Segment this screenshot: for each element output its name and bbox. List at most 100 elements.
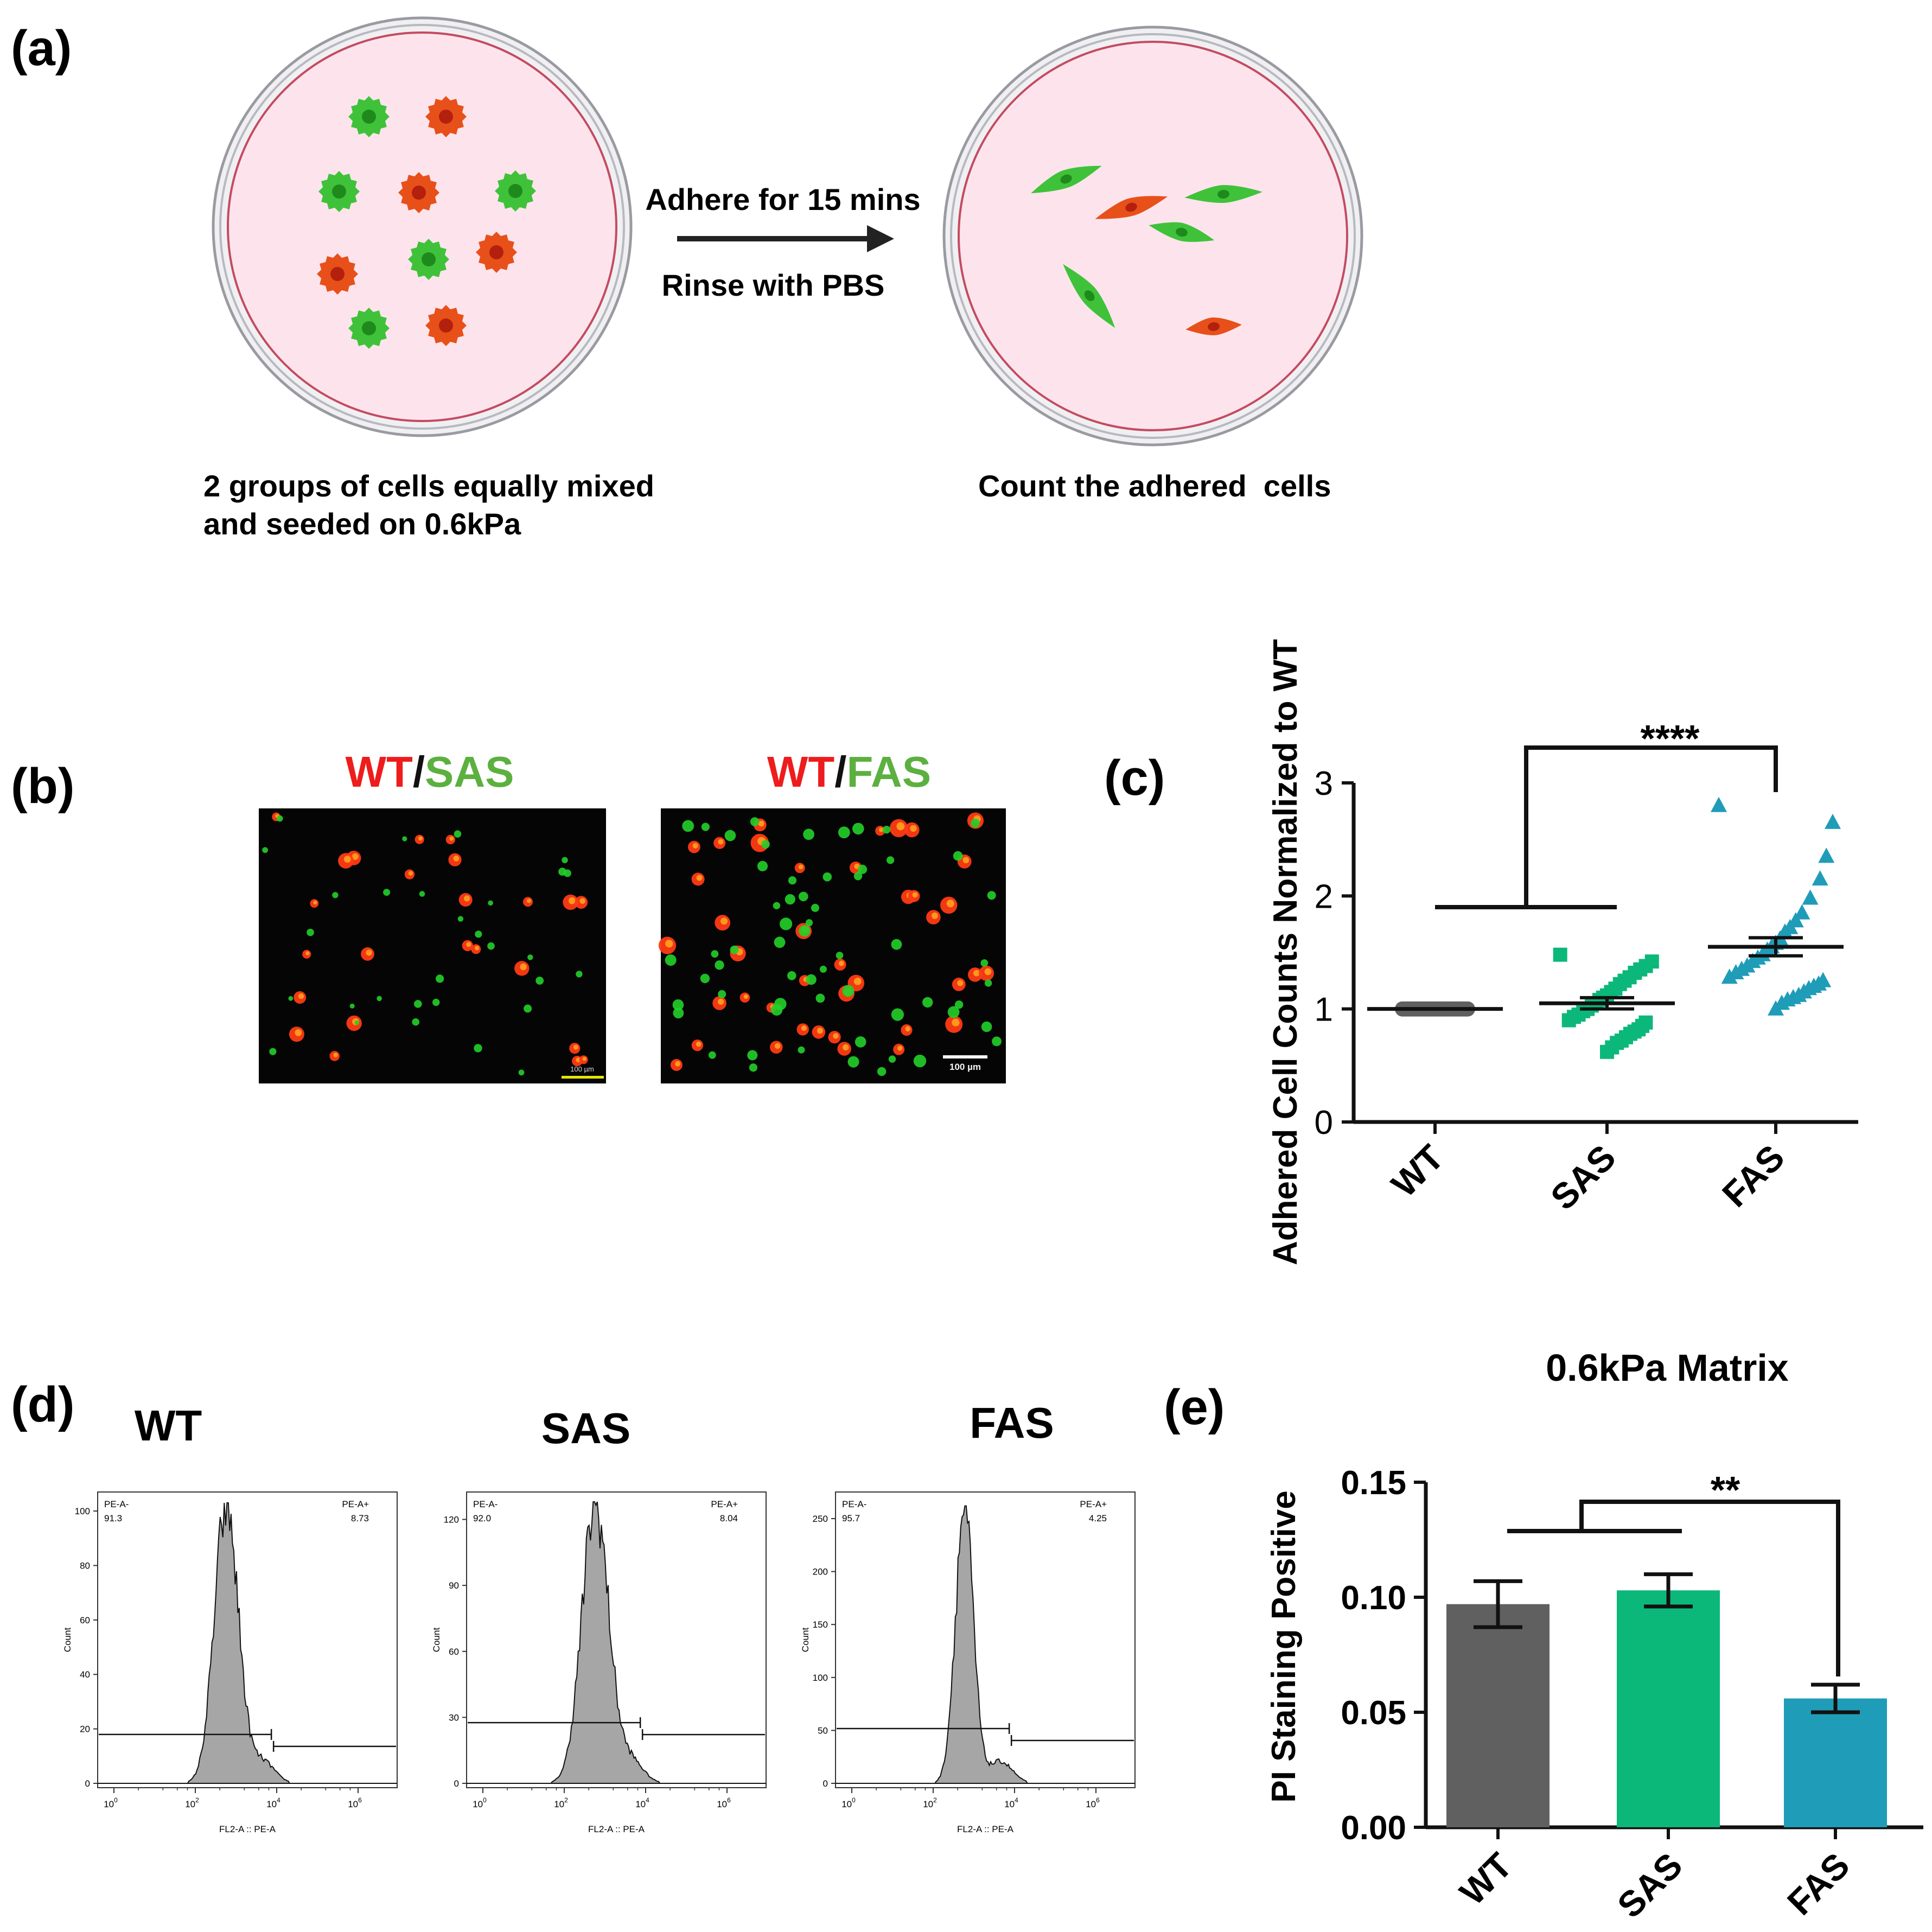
x-tick-label: SAS <box>1610 1845 1690 1925</box>
x-tick-label: WT <box>1383 1137 1451 1205</box>
spot-highlight <box>692 843 698 849</box>
green-cell-spot <box>984 979 992 987</box>
green-cell-spot <box>855 1036 866 1048</box>
green-cell-spot <box>730 945 739 954</box>
green-cell-spot <box>524 1004 532 1013</box>
green-cell-spot <box>412 1018 419 1026</box>
x-axis-title: FL2-A :: PE-A <box>219 1824 276 1834</box>
bar <box>1446 1604 1550 1827</box>
histogram-title: FAS <box>970 1399 1054 1447</box>
y-axis-title: Adhered Cell Counts Normalized to WT <box>1267 639 1304 1265</box>
x-tick-label: FAS <box>1780 1845 1857 1923</box>
x-tick-label: 102 <box>185 1796 199 1809</box>
y-tick-label: 0.15 <box>1341 1464 1406 1502</box>
gate-neg-value: 92.0 <box>473 1513 491 1523</box>
x-tick-label: WT <box>1452 1845 1520 1913</box>
green-cell-spot <box>853 872 863 881</box>
spot-highlight <box>696 875 703 881</box>
red-spread-cell <box>1095 196 1168 219</box>
y-tick-label: 20 <box>80 1724 90 1735</box>
green-cell-spot <box>980 959 989 967</box>
x-tick-label: 100 <box>473 1796 487 1809</box>
green-cell-spot <box>349 1003 355 1009</box>
data-point <box>1721 968 1738 984</box>
green-cell-spot <box>576 971 583 978</box>
green-cell-spot <box>711 950 719 958</box>
green-cell-spot <box>842 985 855 997</box>
significance-label: **** <box>1641 717 1700 760</box>
green-cell-spot <box>673 1008 684 1019</box>
y-tick-label: 120 <box>444 1515 459 1525</box>
y-tick-label: 0.00 <box>1341 1809 1406 1847</box>
spot-highlight <box>475 946 480 951</box>
x-tick-label: 102 <box>554 1796 568 1809</box>
green-cell-spot <box>785 894 795 905</box>
panel-c-label: (c) <box>1104 750 1165 806</box>
bar <box>1617 1590 1720 1827</box>
fluorescence-image-wt-fas: 100 µm <box>658 808 1006 1083</box>
x-tick-label: 106 <box>348 1796 362 1809</box>
green-cell-spot <box>805 919 813 927</box>
panel-b-label: (b) <box>11 758 74 814</box>
data-point <box>1600 1044 1614 1059</box>
green-cell-spot <box>780 917 793 930</box>
x-axis-title: FL2-A :: PE-A <box>588 1824 645 1834</box>
bar <box>1784 1698 1887 1827</box>
gate-neg-value: 91.3 <box>104 1513 122 1523</box>
green-cell-spot <box>402 836 407 841</box>
y-tick-label: 90 <box>449 1580 459 1591</box>
green-cell-spot <box>773 902 781 910</box>
spot-highlight <box>717 998 724 1005</box>
y-tick-label: 1 <box>1315 991 1333 1029</box>
gate-pos-value: 8.73 <box>351 1513 369 1523</box>
spot-highlight <box>798 864 804 870</box>
scatter-chart-c: 0 1 2 3 WT SAS FAS Adhered Cell Counts Normaliz… <box>1267 639 1858 1265</box>
x-tick-label: 104 <box>1004 1796 1018 1809</box>
spot-highlight <box>758 820 764 827</box>
y-tick-label: 80 <box>80 1560 90 1571</box>
green-cell-spot <box>277 815 283 822</box>
histogram-title: SAS <box>541 1404 631 1452</box>
green-cell-spot <box>798 1046 805 1054</box>
green-cell-spot <box>488 900 493 906</box>
spot-highlight <box>878 827 884 832</box>
gate-pos-label: PE-A+ <box>711 1499 738 1509</box>
green-cell-spot <box>822 872 832 882</box>
green-cell-spot <box>819 965 827 973</box>
red-spread-cell <box>1185 317 1242 335</box>
histogram-area <box>467 1501 766 1784</box>
green-cell-spot <box>747 1050 758 1061</box>
gate-neg-label: PE-A- <box>842 1499 866 1509</box>
spot-highlight <box>838 960 844 966</box>
data-point <box>1818 847 1835 863</box>
x-tick-label: 104 <box>635 1796 649 1809</box>
green-cell-spot <box>701 822 710 831</box>
green-cell-spot <box>888 1055 896 1063</box>
spot-highlight <box>464 895 470 902</box>
green-cell-spot <box>262 847 268 853</box>
y-tick-label: 2 <box>1315 878 1333 915</box>
y-tick-label: 3 <box>1315 765 1333 802</box>
spot-highlight <box>932 912 938 919</box>
histogram-area <box>98 1502 397 1784</box>
spot-highlight <box>466 942 471 947</box>
green-cell-spot <box>474 1044 482 1053</box>
petri-dish-right <box>942 25 1363 447</box>
gate-neg-label: PE-A- <box>473 1499 498 1509</box>
significance-label: ** <box>1711 1469 1740 1511</box>
spot-highlight <box>962 857 970 864</box>
green-cell-spot <box>682 820 694 832</box>
scale-bar <box>562 1076 604 1079</box>
spot-highlight <box>801 1025 807 1031</box>
y-tick-label: 150 <box>813 1619 828 1630</box>
green-cell-spot <box>436 974 444 983</box>
spot-highlight <box>743 994 749 999</box>
histogram-area <box>836 1505 1135 1784</box>
spot-highlight <box>833 1033 839 1039</box>
x-tick-label: 104 <box>266 1796 280 1809</box>
image1-title: WT/SAS <box>345 748 514 796</box>
x-tick-label: 100 <box>104 1796 118 1809</box>
spread-cells <box>1031 165 1263 335</box>
